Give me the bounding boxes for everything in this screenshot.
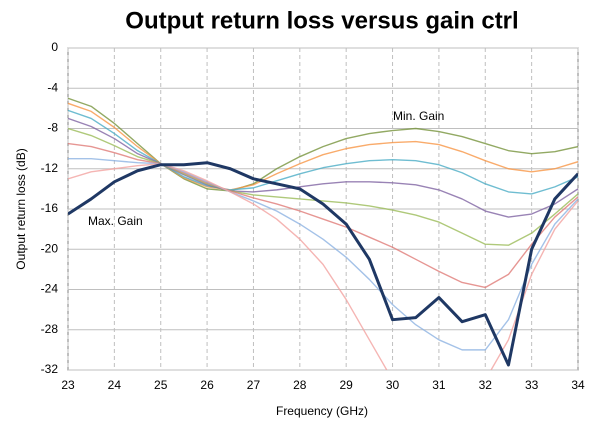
series-line bbox=[68, 127, 578, 246]
x-tick-label: 31 bbox=[432, 378, 446, 392]
grid bbox=[67, 47, 579, 371]
x-tick-label: 32 bbox=[479, 378, 493, 392]
y-axis-label: Output return loss (dB) bbox=[14, 148, 28, 269]
x-tick-label: 23 bbox=[61, 378, 75, 392]
annotation: Max. Gain bbox=[88, 214, 143, 228]
chart-title: Output return loss versus gain ctrl bbox=[125, 7, 518, 34]
x-tick-label: 30 bbox=[386, 378, 400, 392]
y-tick-label: -20 bbox=[41, 241, 59, 255]
x-axis-label: Frequency (GHz) bbox=[276, 404, 368, 418]
x-tick-label: 34 bbox=[571, 378, 585, 392]
series-line bbox=[68, 163, 578, 370]
x-tick-label: 24 bbox=[108, 378, 122, 392]
series-line bbox=[68, 161, 578, 367]
x-tick-label: 25 bbox=[154, 378, 168, 392]
series-line bbox=[68, 117, 578, 218]
series-line bbox=[68, 102, 578, 191]
x-tick-label: 28 bbox=[293, 378, 307, 392]
y-tick-label: -8 bbox=[47, 121, 58, 135]
series-line bbox=[68, 142, 578, 289]
series-line bbox=[68, 157, 578, 351]
x-tick-label: 27 bbox=[247, 378, 261, 392]
y-tick-label: -12 bbox=[41, 161, 59, 175]
series-line bbox=[68, 97, 578, 192]
y-tick-label: -4 bbox=[47, 80, 58, 94]
x-tick-label: 33 bbox=[525, 378, 539, 392]
y-tick-label: -32 bbox=[41, 362, 59, 376]
annotation: Min. Gain bbox=[393, 109, 444, 123]
lines bbox=[68, 97, 578, 370]
y-tick-label: -28 bbox=[41, 322, 59, 336]
y-tick-label: -24 bbox=[41, 282, 59, 296]
x-tick-label: 29 bbox=[340, 378, 354, 392]
series-line bbox=[68, 109, 578, 195]
y-tick-label: 0 bbox=[51, 40, 58, 54]
y-tick-label: -16 bbox=[41, 201, 59, 215]
x-tick-label: 26 bbox=[200, 378, 214, 392]
